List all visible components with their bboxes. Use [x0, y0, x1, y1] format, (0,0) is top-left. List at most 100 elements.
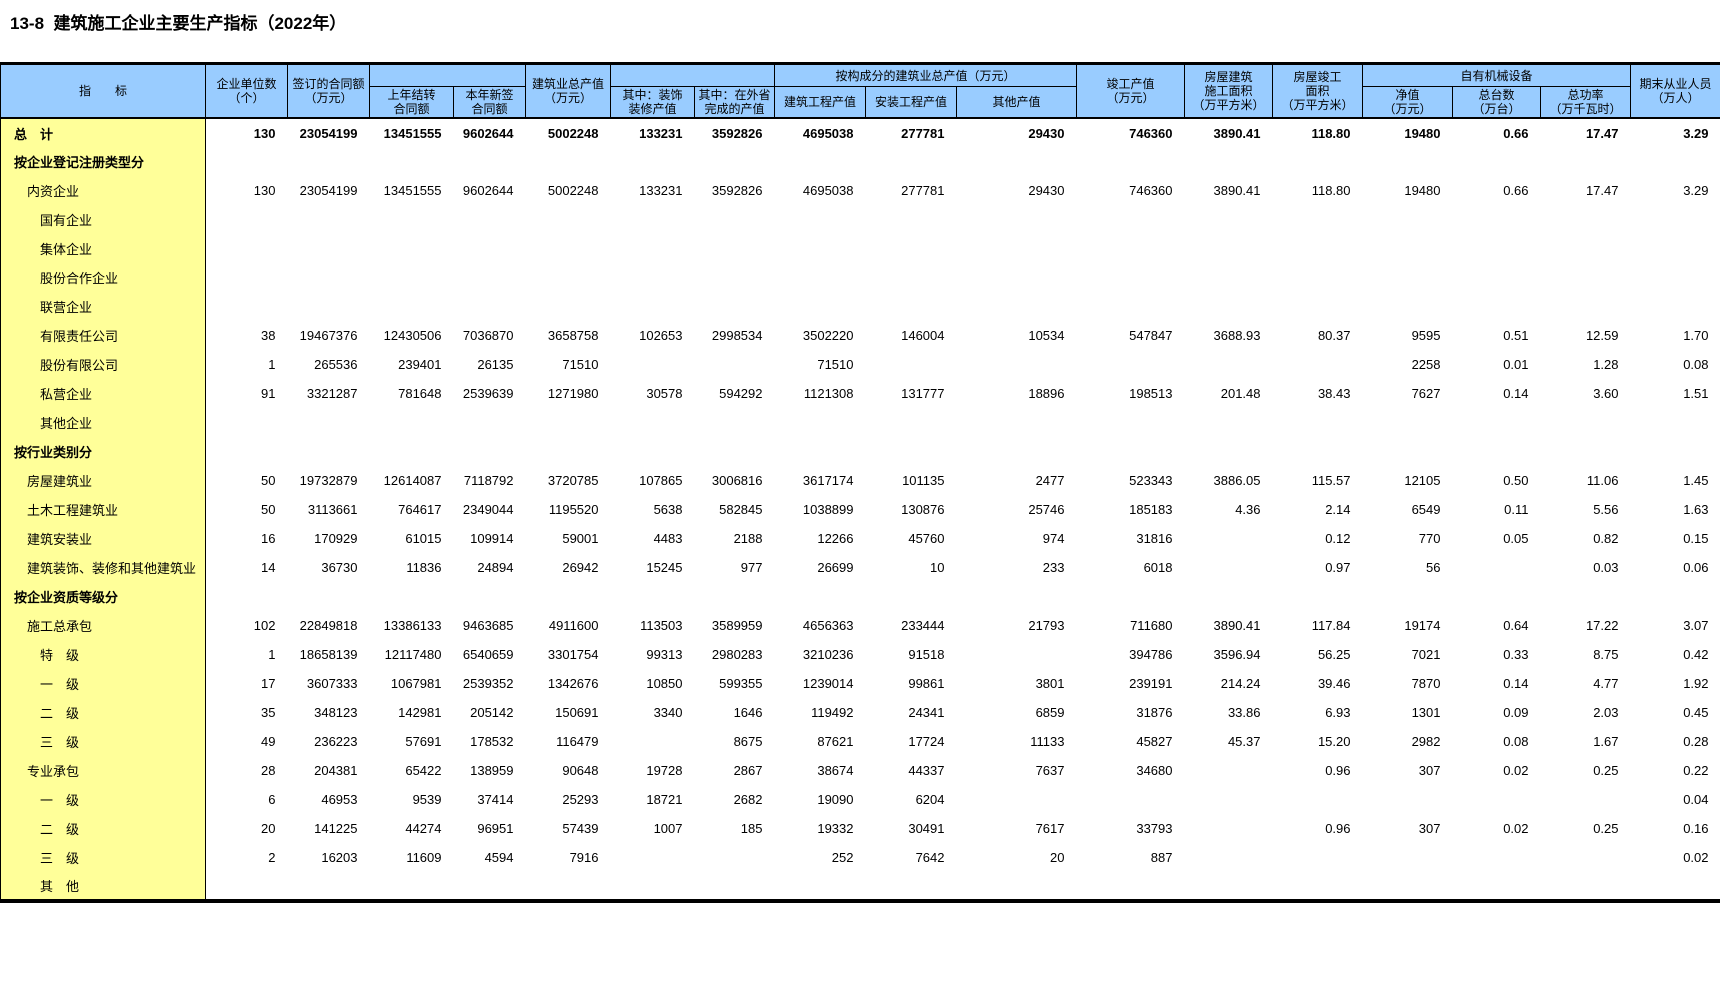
cell-decoration — [611, 437, 695, 466]
cell-new-signed — [454, 582, 526, 611]
cell-other-output — [957, 872, 1077, 901]
cell-total-power: 12.59 — [1585, 328, 1619, 343]
cell-outside-province: 2682 — [733, 792, 763, 807]
cell-machine-count — [1453, 263, 1541, 292]
cell-carryover: 13451555 — [383, 125, 442, 141]
cell-net-value: 2982 — [1411, 734, 1441, 749]
cell-carryover: 13451555 — [383, 183, 442, 198]
cell-outside-province: 2998534 — [711, 328, 763, 343]
row-label: 总 计 — [0, 118, 206, 147]
cell-employees — [1631, 292, 1720, 321]
cell-gross-output: 7916 — [569, 850, 599, 865]
cell-other-output: 974 — [1042, 531, 1065, 546]
cell-construction-output — [775, 408, 866, 437]
cell-construction-output: 12266 — [817, 531, 854, 546]
row-label: 施工总承包 — [0, 611, 206, 640]
cell-gross-output: 25293 — [562, 792, 599, 807]
cell-employees — [1631, 437, 1720, 466]
cell-machine-count: 0.51 — [1503, 328, 1529, 343]
cell-construction-output: 71510 — [817, 357, 854, 372]
cell-floor-space-construction — [1185, 756, 1273, 785]
cell-construction-output — [775, 147, 866, 176]
table-row: 土木工程建筑业 50 3113661 764617 2349044 1195520 5638… — [0, 495, 1720, 524]
cell-employees: 3.29 — [1683, 183, 1709, 198]
cell-new-signed: 24894 — [477, 560, 514, 575]
table-row: 内资企业 130 23054199 13451555 9602644 5002248 133… — [0, 176, 1720, 205]
table-row: 建筑安装业 16 170929 61015 109914 59001 4483 2188 122… — [0, 524, 1720, 553]
cell-decoration: 1007 — [653, 821, 683, 836]
cell-units — [206, 263, 288, 292]
cell-outside-province: 1646 — [733, 705, 763, 720]
cell-employees — [1631, 582, 1720, 611]
cell-new-signed: 9602644 — [462, 125, 514, 141]
cell-new-signed: 4594 — [484, 850, 514, 865]
cell-completed-output — [1077, 147, 1185, 176]
cell-completed-output — [1077, 350, 1185, 379]
cell-machine-count: 0.33 — [1503, 647, 1529, 662]
cell-installation-output: 10 — [930, 560, 945, 575]
cell-other-output — [957, 263, 1077, 292]
row-label: 其 他 — [0, 872, 206, 901]
cell-floor-space-construction — [1185, 234, 1273, 263]
table-row: 三 级 2 16203 11609 4594 7916 252 7642 20 887 0.02 — [0, 843, 1720, 872]
cell-installation-output — [866, 234, 957, 263]
cell-gross-output: 1195520 — [548, 502, 599, 517]
cell-floor-space-construction — [1185, 524, 1273, 553]
header-spacer-contract — [369, 63, 526, 87]
cell-machine-count — [1453, 437, 1541, 466]
cell-construction-output: 19090 — [817, 792, 854, 807]
cell-total-power: 17.22 — [1585, 618, 1619, 633]
cell-net-value — [1363, 263, 1453, 292]
cell-units: 28 — [261, 763, 276, 778]
cell-decoration: 19728 — [646, 763, 683, 778]
cell-installation-output: 130876 — [901, 502, 945, 517]
cell-construction-output: 1121308 — [803, 386, 854, 401]
cell-units — [206, 292, 288, 321]
cell-construction-output: 1239014 — [802, 676, 854, 691]
cell-construction-output: 4656363 — [802, 618, 854, 633]
cell-outside-province: 599355 — [719, 676, 763, 691]
cell-outside-province — [695, 582, 775, 611]
cell-carryover — [370, 582, 454, 611]
cell-decoration: 5638 — [653, 502, 683, 517]
cell-construction-output: 3210236 — [802, 647, 854, 662]
cell-decoration — [611, 205, 695, 234]
cell-floor-space-completed: 15.20 — [1317, 734, 1351, 749]
cell-floor-space-construction — [1185, 147, 1273, 176]
cell-machine-count: 0.05 — [1503, 531, 1529, 546]
cell-employees: 1.45 — [1683, 473, 1709, 488]
cell-floor-space-construction — [1185, 553, 1273, 582]
cell-units: 1 — [268, 357, 276, 372]
row-label: 特 级 — [0, 640, 206, 669]
cell-machine-count — [1453, 408, 1541, 437]
cell-completed-output: 34680 — [1136, 763, 1173, 778]
cell-new-signed: 205142 — [470, 705, 514, 720]
cell-outside-province — [695, 350, 775, 379]
cell-total-power: 2.03 — [1593, 705, 1619, 720]
cell-employees: 0.08 — [1683, 357, 1709, 372]
cell-other-output — [957, 234, 1077, 263]
cell-completed-output: 45827 — [1136, 734, 1173, 749]
cell-new-signed: 109914 — [470, 531, 514, 546]
cell-contract-signed: 46953 — [321, 792, 358, 807]
cell-completed-output — [1077, 582, 1185, 611]
cell-new-signed: 26135 — [477, 357, 514, 372]
cell-installation-output: 17724 — [908, 734, 945, 749]
cell-installation-output: 277781 — [901, 183, 945, 198]
cell-gross-output: 150691 — [555, 705, 599, 720]
cell-floor-space-construction: 45.37 — [1227, 734, 1261, 749]
cell-contract-signed: 23054199 — [299, 183, 358, 198]
cell-carryover: 781648 — [398, 386, 442, 401]
cell-contract-signed: 19732879 — [299, 473, 358, 488]
cell-outside-province: 185 — [740, 821, 763, 836]
cell-floor-space-completed: 80.37 — [1317, 328, 1351, 343]
cell-floor-space-construction — [1185, 843, 1273, 872]
cell-construction-output: 4695038 — [802, 125, 854, 141]
cell-installation-output: 146004 — [901, 328, 945, 343]
cell-contract-signed: 348123 — [314, 705, 358, 720]
cell-total-power: 8.75 — [1593, 647, 1619, 662]
cell-contract-signed — [288, 234, 370, 263]
cell-net-value: 56 — [1426, 560, 1441, 575]
cell-units: 35 — [261, 705, 276, 720]
header-new-signed: 本年新签 合同额 — [453, 86, 526, 119]
